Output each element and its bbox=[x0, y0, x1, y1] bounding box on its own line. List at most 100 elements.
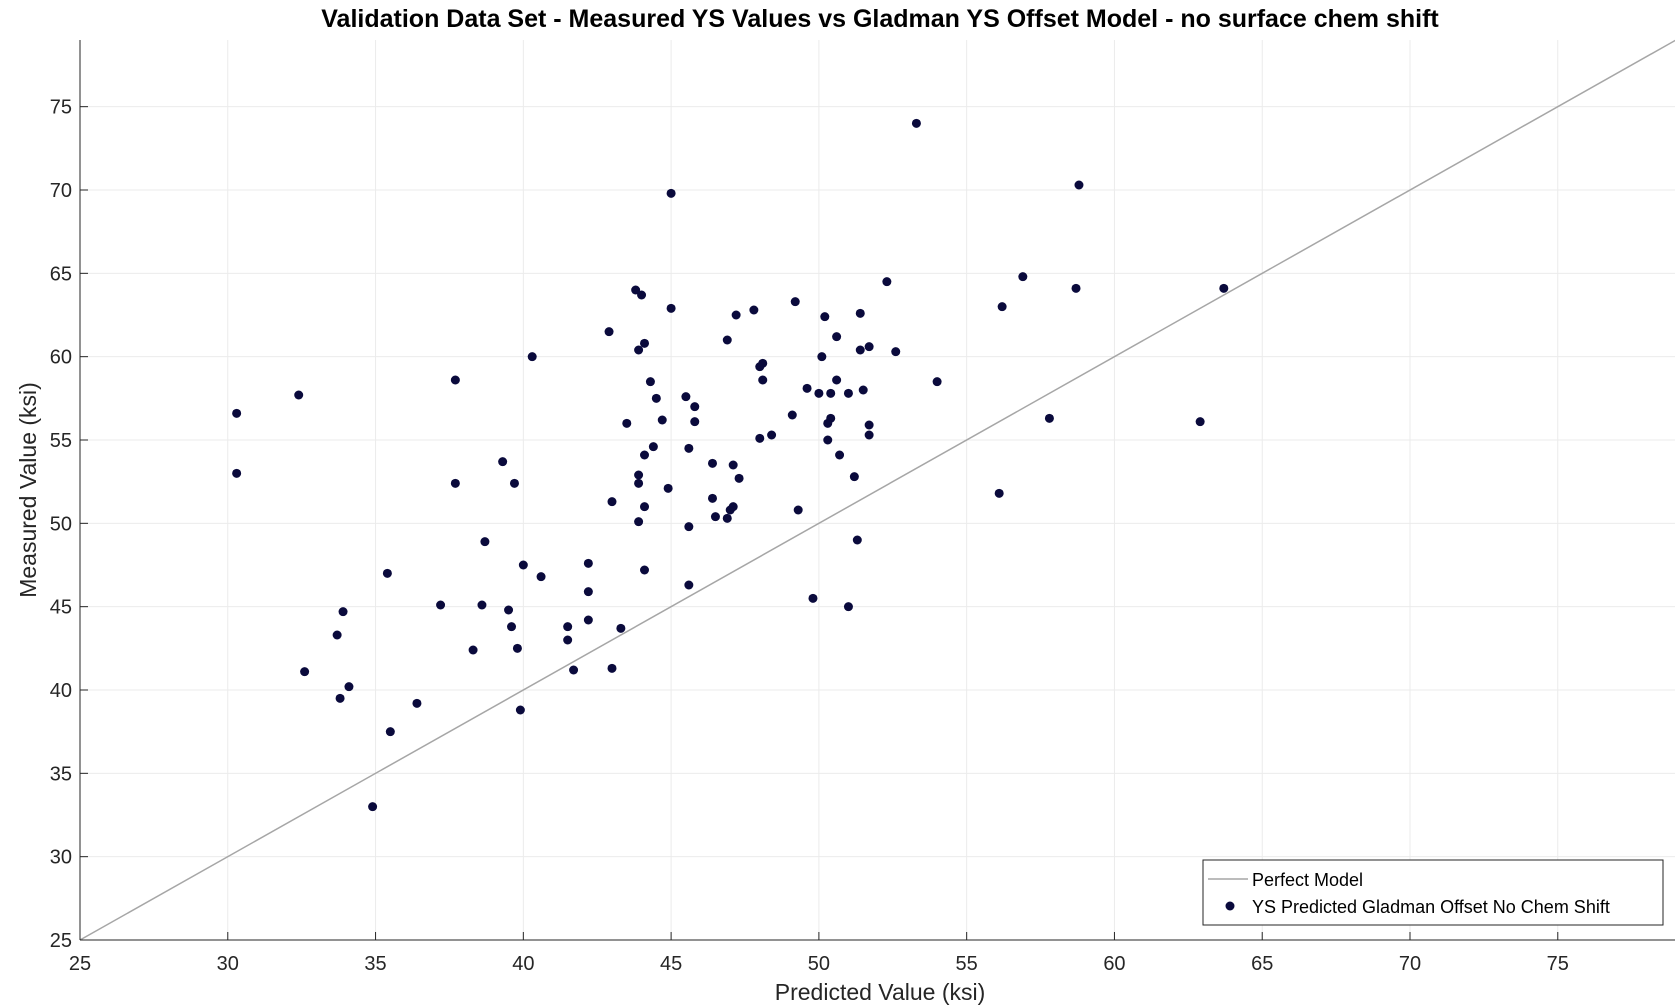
data-point bbox=[852, 535, 862, 545]
data-point bbox=[722, 335, 732, 345]
chart-title: Validation Data Set - Measured YS Values… bbox=[321, 5, 1439, 33]
legend-box bbox=[1202, 859, 1664, 926]
data-point bbox=[583, 615, 593, 625]
data-point bbox=[997, 302, 1007, 312]
data-point bbox=[232, 408, 242, 418]
data-point bbox=[1074, 180, 1084, 190]
scatter-points bbox=[232, 118, 1229, 812]
data-point bbox=[855, 345, 865, 355]
data-point bbox=[787, 410, 797, 420]
data-point bbox=[382, 568, 392, 578]
data-point bbox=[527, 352, 537, 362]
data-point bbox=[569, 665, 579, 675]
data-point bbox=[932, 377, 942, 387]
data-point bbox=[749, 305, 759, 315]
data-point bbox=[808, 593, 818, 603]
x-tick-label: 40 bbox=[512, 953, 534, 975]
data-point bbox=[707, 458, 717, 468]
x-tick-label: 70 bbox=[1399, 953, 1421, 975]
data-point bbox=[412, 698, 422, 708]
data-point bbox=[648, 442, 658, 452]
data-point bbox=[1195, 417, 1205, 427]
y-tick-label: 40 bbox=[50, 680, 72, 702]
data-point bbox=[563, 635, 573, 645]
data-point bbox=[684, 443, 694, 453]
data-point bbox=[436, 600, 446, 610]
data-point bbox=[722, 513, 732, 523]
data-point bbox=[864, 420, 874, 430]
data-point bbox=[734, 473, 744, 483]
y-tick-labels: 25 30 35 40 45 50 55 60 65 70 75 bbox=[50, 97, 72, 952]
data-point bbox=[583, 558, 593, 568]
perfect-model-line-group bbox=[79, 39, 1675, 941]
y-tick-label: 55 bbox=[50, 430, 72, 452]
y-tick-label: 45 bbox=[50, 597, 72, 619]
data-point bbox=[1044, 413, 1054, 423]
data-point bbox=[832, 332, 842, 342]
data-point bbox=[507, 622, 517, 632]
y-tick-label: 60 bbox=[50, 347, 72, 369]
data-point bbox=[681, 392, 691, 402]
data-point bbox=[634, 478, 644, 488]
data-point bbox=[468, 645, 478, 655]
data-point bbox=[707, 493, 717, 503]
x-tick-label: 30 bbox=[217, 953, 239, 975]
legend-label-perfect-model: Perfect Model bbox=[1252, 870, 1363, 890]
data-point bbox=[728, 460, 738, 470]
x-tick-labels: 25 30 35 40 45 50 55 60 65 70 75 bbox=[69, 953, 1569, 975]
data-point bbox=[607, 497, 617, 507]
data-point bbox=[849, 472, 859, 482]
data-point bbox=[480, 537, 490, 547]
data-point bbox=[864, 430, 874, 440]
data-point bbox=[335, 693, 345, 703]
data-point bbox=[684, 580, 694, 590]
data-point bbox=[755, 433, 765, 443]
data-point bbox=[518, 560, 528, 570]
data-point bbox=[509, 478, 519, 488]
data-point bbox=[663, 483, 673, 493]
data-point bbox=[994, 488, 1004, 498]
x-tick-label: 50 bbox=[808, 953, 830, 975]
x-tick-label: 45 bbox=[660, 953, 682, 975]
data-point bbox=[731, 310, 741, 320]
data-point bbox=[498, 457, 508, 467]
data-point bbox=[790, 297, 800, 307]
data-point bbox=[843, 388, 853, 398]
data-point bbox=[450, 478, 460, 488]
x-tick-label: 65 bbox=[1251, 953, 1273, 975]
data-point bbox=[767, 430, 777, 440]
y-tick-label: 75 bbox=[50, 97, 72, 119]
data-point bbox=[728, 502, 738, 512]
x-tick-label: 35 bbox=[364, 953, 386, 975]
data-point bbox=[332, 630, 342, 640]
data-point bbox=[710, 512, 720, 522]
data-point bbox=[758, 358, 768, 368]
data-point bbox=[657, 415, 667, 425]
data-point bbox=[793, 505, 803, 515]
data-point bbox=[385, 727, 395, 737]
data-point bbox=[1018, 272, 1028, 282]
y-tick-label: 70 bbox=[50, 180, 72, 202]
data-point bbox=[634, 517, 644, 527]
data-point bbox=[604, 327, 614, 337]
data-point bbox=[504, 605, 514, 615]
data-point bbox=[666, 188, 676, 198]
data-point bbox=[690, 417, 700, 427]
y-tick-label: 65 bbox=[50, 263, 72, 285]
x-tick-label: 60 bbox=[1103, 953, 1125, 975]
data-point bbox=[640, 450, 650, 460]
data-point bbox=[300, 667, 310, 677]
data-point bbox=[817, 352, 827, 362]
y-tick-label: 35 bbox=[50, 763, 72, 785]
data-point bbox=[622, 418, 632, 428]
data-point bbox=[515, 705, 525, 715]
data-point bbox=[684, 522, 694, 532]
data-point bbox=[855, 308, 865, 318]
data-point bbox=[1071, 283, 1081, 293]
data-point bbox=[758, 375, 768, 385]
data-point bbox=[666, 303, 676, 313]
data-point bbox=[344, 682, 354, 692]
data-point bbox=[645, 377, 655, 387]
data-point bbox=[823, 435, 833, 445]
data-point bbox=[820, 312, 830, 322]
